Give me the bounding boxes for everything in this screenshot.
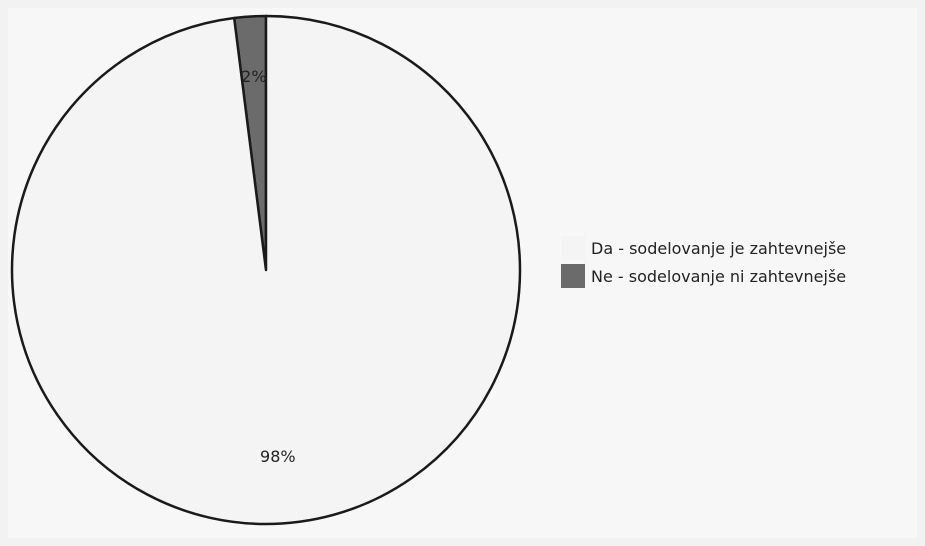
pie-labels: 2% 98% (241, 67, 295, 466)
pie-slice-0 (10, 14, 522, 526)
pie-slices (10, 14, 522, 526)
legend-item-ne: Ne - sodelovanje ni zahtevnejše (561, 262, 846, 290)
legend-swatch-da (561, 236, 585, 260)
pie-label-1: 2% (241, 67, 266, 86)
legend: Da - sodelovanje je zahtevnejše Ne - sod… (561, 234, 846, 290)
pie-label-0: 98% (260, 447, 296, 466)
legend-item-da: Da - sodelovanje je zahtevnejše (561, 234, 846, 262)
pie-chart: 2% 98% (10, 14, 522, 526)
chart-frame: 2% 98% Da - sodelovanje je zahtevnejše Ne… (8, 8, 917, 538)
legend-label-ne: Ne - sodelovanje ni zahtevnejše (591, 266, 847, 286)
legend-label-da: Da - sodelovanje je zahtevnejše (591, 238, 847, 258)
legend-swatch-ne (561, 264, 585, 288)
